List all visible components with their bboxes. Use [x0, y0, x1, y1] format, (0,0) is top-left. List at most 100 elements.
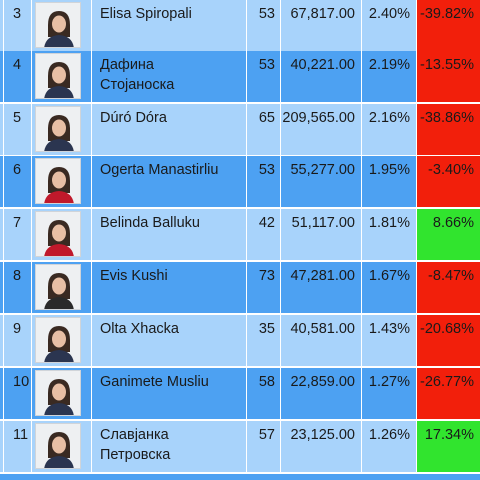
rank-cell: 5 [4, 104, 32, 155]
change-cell: 8.66% [417, 209, 480, 260]
change-cell: -26.77% [417, 368, 480, 419]
age-cell: 73 [247, 262, 281, 313]
table-row: 10 Ganimete Musliu 58 22,859.00 1.27% -26.77% [0, 368, 480, 420]
rank-cell: 6 [4, 156, 32, 207]
photo-cell [32, 315, 92, 366]
row-lead [0, 368, 4, 419]
row-lead [0, 262, 4, 313]
photo-cell [32, 209, 92, 260]
portrait-photo [35, 53, 81, 99]
photo-cell [32, 0, 92, 51]
candidate-name: Ganimete Musliu [92, 368, 247, 419]
portrait-photo [35, 2, 81, 48]
age-cell: 57 [247, 421, 281, 472]
age-cell: 53 [247, 51, 281, 102]
percent-cell: 2.40% [362, 0, 417, 51]
photo-cell [32, 51, 92, 102]
woman-portrait-icon [36, 54, 80, 98]
change-cell: 17.34% [417, 421, 480, 472]
portrait-photo [35, 264, 81, 310]
candidate-name: Дафина Стојаноска [92, 51, 247, 102]
percent-cell: 1.81% [362, 209, 417, 260]
age-cell: 53 [247, 156, 281, 207]
photo-cell [32, 156, 92, 207]
change-cell: -39.82% [417, 0, 480, 51]
row-lead [0, 315, 4, 366]
percent-cell: 2.19% [362, 51, 417, 102]
candidate-name: Ogerta Manastirliu [92, 156, 247, 207]
woman-portrait-icon [36, 265, 80, 309]
row-lead [0, 0, 4, 51]
next-row-edge [0, 474, 480, 480]
rank-cell: 10 [4, 368, 32, 419]
table-row: 11 Славјанка Петровска 57 23,125.00 1.26% 17.… [0, 421, 480, 473]
percent-cell: 1.43% [362, 315, 417, 366]
change-cell: -13.55% [417, 51, 480, 102]
change-cell: -8.47% [417, 262, 480, 313]
candidate-name: Olta Xhacka [92, 315, 247, 366]
rank-cell: 7 [4, 209, 32, 260]
row-lead [0, 421, 4, 472]
row-lead [0, 51, 4, 102]
row-lead [0, 104, 4, 155]
row-lead [0, 156, 4, 207]
votes-cell: 55,277.00 [281, 156, 362, 207]
votes-cell: 67,817.00 [281, 0, 362, 51]
portrait-photo [35, 370, 81, 416]
table-row: 6 Ogerta Manastirliu 53 55,277.00 1.95% -3.40… [0, 156, 480, 208]
rank-cell: 11 [4, 421, 32, 472]
portrait-photo [35, 211, 81, 257]
woman-portrait-icon [36, 159, 80, 203]
percent-cell: 1.67% [362, 262, 417, 313]
woman-portrait-icon [36, 212, 80, 256]
portrait-photo [35, 106, 81, 152]
change-cell: -20.68% [417, 315, 480, 366]
table-row: 8 Evis Kushi 73 47,281.00 1.67% -8.47% [0, 262, 480, 314]
age-cell: 58 [247, 368, 281, 419]
portrait-photo [35, 158, 81, 204]
table-row: 5 Dúró Dóra 65 209,565.00 2.16% -38.86% [0, 104, 480, 156]
candidate-name: Dúró Dóra [92, 104, 247, 155]
votes-cell: 47,281.00 [281, 262, 362, 313]
rank-cell: 4 [4, 51, 32, 102]
percent-cell: 1.26% [362, 421, 417, 472]
row-lead [0, 209, 4, 260]
age-cell: 42 [247, 209, 281, 260]
woman-portrait-icon [36, 3, 80, 47]
rank-cell: 8 [4, 262, 32, 313]
photo-cell [32, 104, 92, 155]
votes-cell: 40,221.00 [281, 51, 362, 102]
portrait-photo [35, 423, 81, 469]
votes-cell: 22,859.00 [281, 368, 362, 419]
votes-cell: 209,565.00 [281, 104, 362, 155]
woman-portrait-icon [36, 107, 80, 151]
woman-portrait-icon [36, 371, 80, 415]
table-row: 9 Olta Xhacka 35 40,581.00 1.43% -20.68% [0, 315, 480, 367]
candidate-name: Evis Kushi [92, 262, 247, 313]
votes-cell: 51,117.00 [281, 209, 362, 260]
table-row: 7 Belinda Balluku 42 51,117.00 1.81% 8.66% [0, 209, 480, 261]
percent-cell: 1.27% [362, 368, 417, 419]
percent-cell: 2.16% [362, 104, 417, 155]
votes-cell: 23,125.00 [281, 421, 362, 472]
rank-cell: 3 [4, 0, 32, 51]
table-row: 4 Дафина Стојаноска 53 40,221.00 2.19% -13.55… [0, 51, 480, 103]
rank-cell: 9 [4, 315, 32, 366]
table-row: 3 Elisa Spiropali 53 67,817.00 2.40% -39.82% [0, 0, 480, 52]
age-cell: 35 [247, 315, 281, 366]
woman-portrait-icon [36, 318, 80, 362]
candidate-name: Belinda Balluku [92, 209, 247, 260]
candidate-name: Elisa Spiropali [92, 0, 247, 51]
portrait-photo [35, 317, 81, 363]
woman-portrait-icon [36, 424, 80, 468]
photo-cell [32, 421, 92, 472]
age-cell: 65 [247, 104, 281, 155]
votes-cell: 40,581.00 [281, 315, 362, 366]
change-cell: -38.86% [417, 104, 480, 155]
photo-cell [32, 262, 92, 313]
change-cell: -3.40% [417, 156, 480, 207]
percent-cell: 1.95% [362, 156, 417, 207]
photo-cell [32, 368, 92, 419]
age-cell: 53 [247, 0, 281, 51]
